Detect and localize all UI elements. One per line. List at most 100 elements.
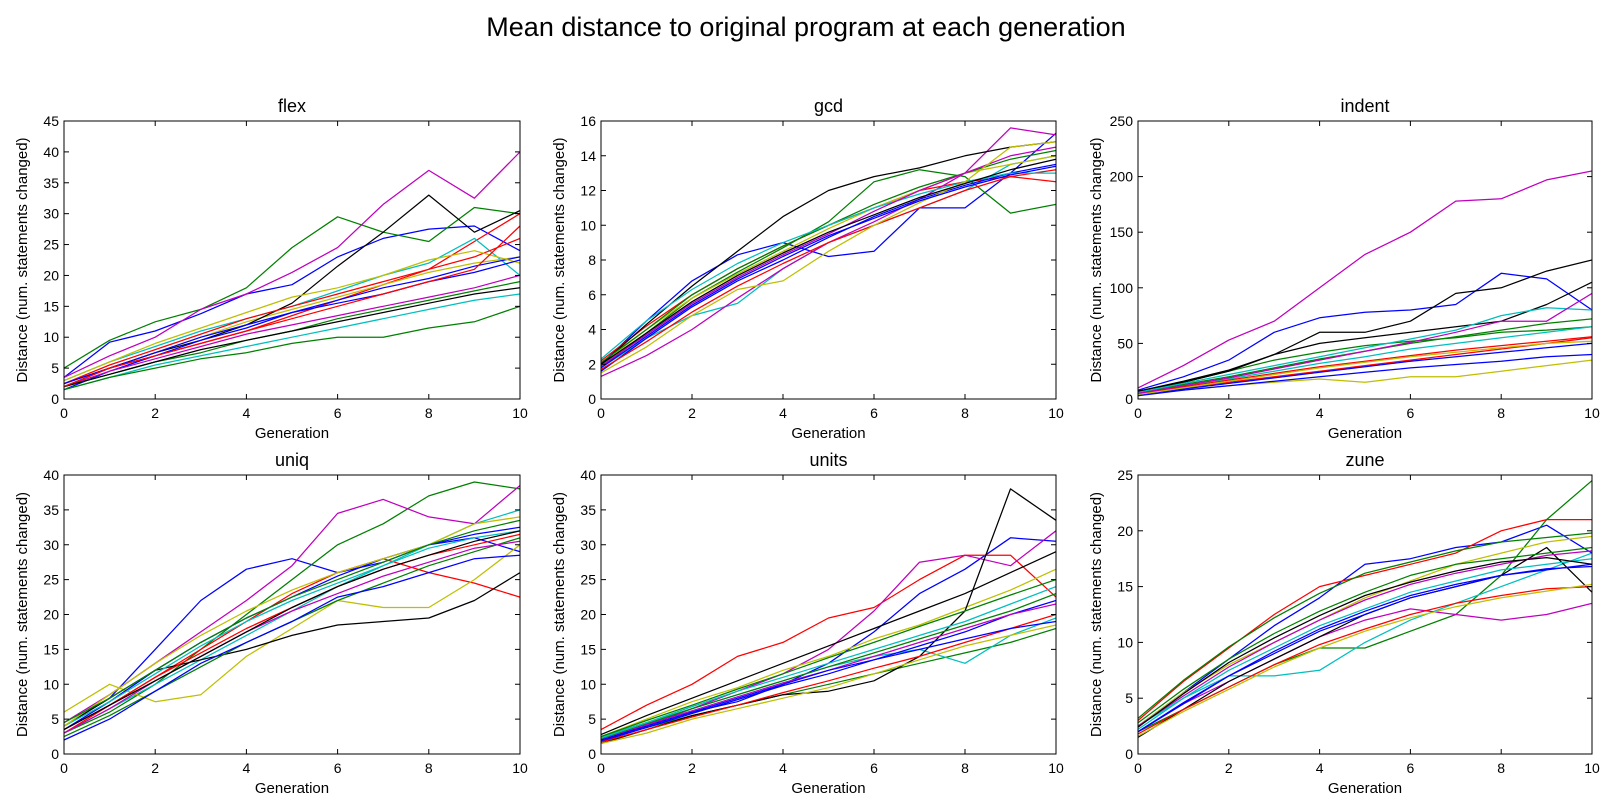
axes-frame <box>63 474 521 755</box>
series-line <box>601 530 1056 741</box>
x-axis-label: Generation <box>791 425 865 442</box>
series-line <box>601 488 1056 745</box>
series-line <box>1138 583 1592 737</box>
series-line <box>601 599 1056 743</box>
y-tick-label: 5 <box>1125 690 1133 706</box>
x-axis-label: Generation <box>255 780 329 797</box>
series-line <box>601 568 1056 738</box>
chart-panel-units: 0 2 4 6 8 10 0 5 10 15 20 25 30 35 40 units Generation Di… <box>551 450 1064 797</box>
series-line <box>64 530 520 731</box>
y-axis-label: Distance (num. statements changed) <box>14 137 31 382</box>
x-axis-label: Generation <box>1328 425 1402 442</box>
x-tick-label: 0 <box>597 405 605 421</box>
series-line <box>64 237 520 385</box>
panel-title: zune <box>1345 450 1384 470</box>
series-line <box>1138 342 1592 396</box>
series-group <box>64 481 520 741</box>
series-line <box>64 530 520 727</box>
series-line <box>1138 552 1592 727</box>
x-tick-label: 6 <box>1407 760 1415 776</box>
series-line <box>601 551 1056 736</box>
x-tick-label: 0 <box>1134 760 1142 776</box>
x-tick-label: 4 <box>243 405 251 421</box>
series-line <box>1138 532 1592 719</box>
y-tick-label: 10 <box>43 329 59 345</box>
series-line <box>601 163 1056 372</box>
x-tick-label: 6 <box>870 405 878 421</box>
y-tick-label: 8 <box>588 252 596 268</box>
y-tick-label: 25 <box>43 237 59 253</box>
y-tick-label: 50 <box>1117 335 1133 351</box>
y-tick-label: 0 <box>1125 746 1133 762</box>
y-tick-label: 30 <box>43 537 59 553</box>
series-line <box>1138 292 1592 395</box>
x-tick-label: 4 <box>243 760 251 776</box>
y-tick-label: 40 <box>43 144 59 160</box>
y-tick-label: 5 <box>51 711 59 727</box>
series-group <box>1138 479 1592 738</box>
series-line <box>1138 585 1592 735</box>
y-axis-label: Distance (num. statements changed) <box>551 137 568 382</box>
series-group <box>601 488 1056 745</box>
y-tick-label: 0 <box>588 391 596 407</box>
y-tick-label: 100 <box>1110 280 1134 296</box>
series-line <box>601 169 1056 369</box>
y-tick-label: 0 <box>51 391 59 407</box>
series-line <box>64 540 520 734</box>
panel-title: indent <box>1340 96 1389 116</box>
series-line <box>601 585 1056 739</box>
series-line <box>1138 546 1592 724</box>
x-tick-label: 10 <box>1048 405 1064 421</box>
series-line <box>1138 556 1592 728</box>
x-tick-label: 2 <box>151 405 159 421</box>
y-tick-label: 15 <box>580 641 596 657</box>
y-tick-label: 10 <box>43 676 59 692</box>
series-line <box>1138 326 1592 395</box>
y-axis-label: Distance (num. statements changed) <box>1088 492 1105 737</box>
series-line <box>64 225 520 388</box>
axes-frame <box>63 120 521 400</box>
y-tick-label: 30 <box>43 206 59 222</box>
series-line <box>601 169 1056 371</box>
series-line <box>1138 307 1592 393</box>
series-line <box>64 516 520 727</box>
series-line <box>1138 272 1592 391</box>
y-tick-label: 20 <box>43 267 59 283</box>
series-line <box>64 544 520 713</box>
series-line <box>64 537 520 727</box>
x-tick-label: 0 <box>60 405 68 421</box>
y-tick-label: 16 <box>580 113 596 129</box>
series-line <box>1138 337 1592 395</box>
series-line <box>64 259 520 385</box>
series-line <box>64 225 520 379</box>
series-line <box>1138 518 1592 722</box>
y-tick-label: 12 <box>580 183 596 199</box>
y-tick-label: 150 <box>1110 224 1134 240</box>
series-group <box>1138 170 1592 397</box>
y-tick-label: 45 <box>43 113 59 129</box>
y-tick-label: 200 <box>1110 169 1134 185</box>
series-line <box>64 481 520 734</box>
y-axis-label: Distance (num. statements changed) <box>14 492 31 737</box>
series-line <box>1138 602 1592 733</box>
x-tick-label: 6 <box>334 760 342 776</box>
y-tick-label: 14 <box>580 148 596 164</box>
y-tick-label: 35 <box>580 502 596 518</box>
chart-panel-flex: 0 2 4 6 8 10 0 5 10 15 20 25 30 35 40 45 flex Generation D… <box>14 96 528 442</box>
x-tick-label: 2 <box>1225 405 1233 421</box>
series-line <box>601 158 1056 365</box>
series-line <box>64 287 520 388</box>
chart-panel-uniq: 0 2 4 6 8 10 0 5 10 15 20 25 30 35 40 uniq Generation Dis… <box>14 450 528 797</box>
x-tick-label: 4 <box>1316 760 1324 776</box>
series-line <box>1138 479 1592 733</box>
series-line <box>1138 170 1592 389</box>
x-tick-label: 2 <box>1225 760 1233 776</box>
series-group <box>601 127 1056 378</box>
x-tick-label: 8 <box>425 760 433 776</box>
y-tick-label: 0 <box>1125 391 1133 407</box>
series-line <box>1138 340 1592 396</box>
x-tick-label: 6 <box>334 405 342 421</box>
series-line <box>601 627 1056 741</box>
series-line <box>64 250 520 382</box>
y-axis-label: Distance (num. statements changed) <box>1088 137 1105 382</box>
